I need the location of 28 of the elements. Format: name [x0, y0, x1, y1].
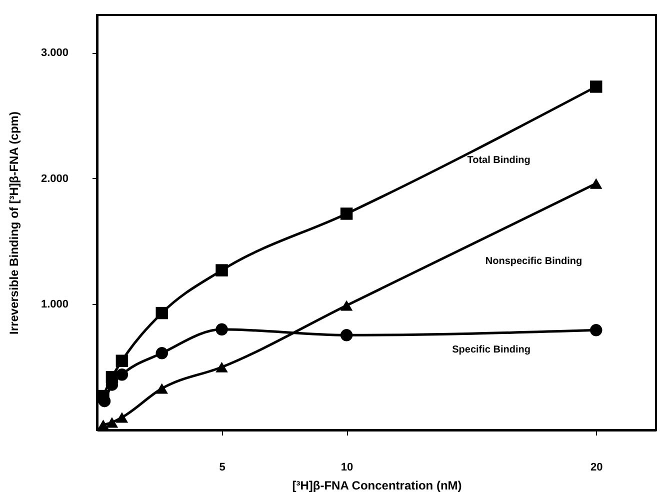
point — [216, 323, 228, 336]
point — [590, 178, 602, 189]
y-tick-label: 2.000 — [40, 172, 68, 185]
point — [156, 306, 168, 320]
point — [216, 362, 228, 372]
y-tick-label: 1.000 — [40, 298, 68, 311]
x-axis-title: [³H]β-FNA Concentration (nM) — [292, 478, 462, 492]
point — [216, 264, 228, 276]
y-axis-title: Irreversible Binding of [³H]β-FNA (cpm) — [6, 112, 21, 334]
point — [97, 420, 110, 430]
point — [590, 80, 602, 93]
x-tick-label: 10 — [340, 462, 354, 474]
x-tick-label: 20 — [590, 462, 603, 474]
series-label: Specific Binding — [452, 344, 530, 356]
point — [340, 208, 353, 220]
point — [340, 300, 353, 311]
series-label: Total Binding — [467, 155, 530, 166]
x-tick-label: 5 — [219, 462, 226, 474]
point — [116, 354, 128, 367]
point — [156, 347, 168, 360]
point — [340, 329, 353, 342]
point — [106, 417, 118, 428]
point — [116, 412, 128, 423]
point — [156, 383, 168, 394]
series-label: Nonspecific Binding — [485, 256, 582, 268]
y-tick-label: 3.000 — [40, 47, 68, 60]
point — [590, 324, 602, 336]
point — [116, 368, 128, 381]
